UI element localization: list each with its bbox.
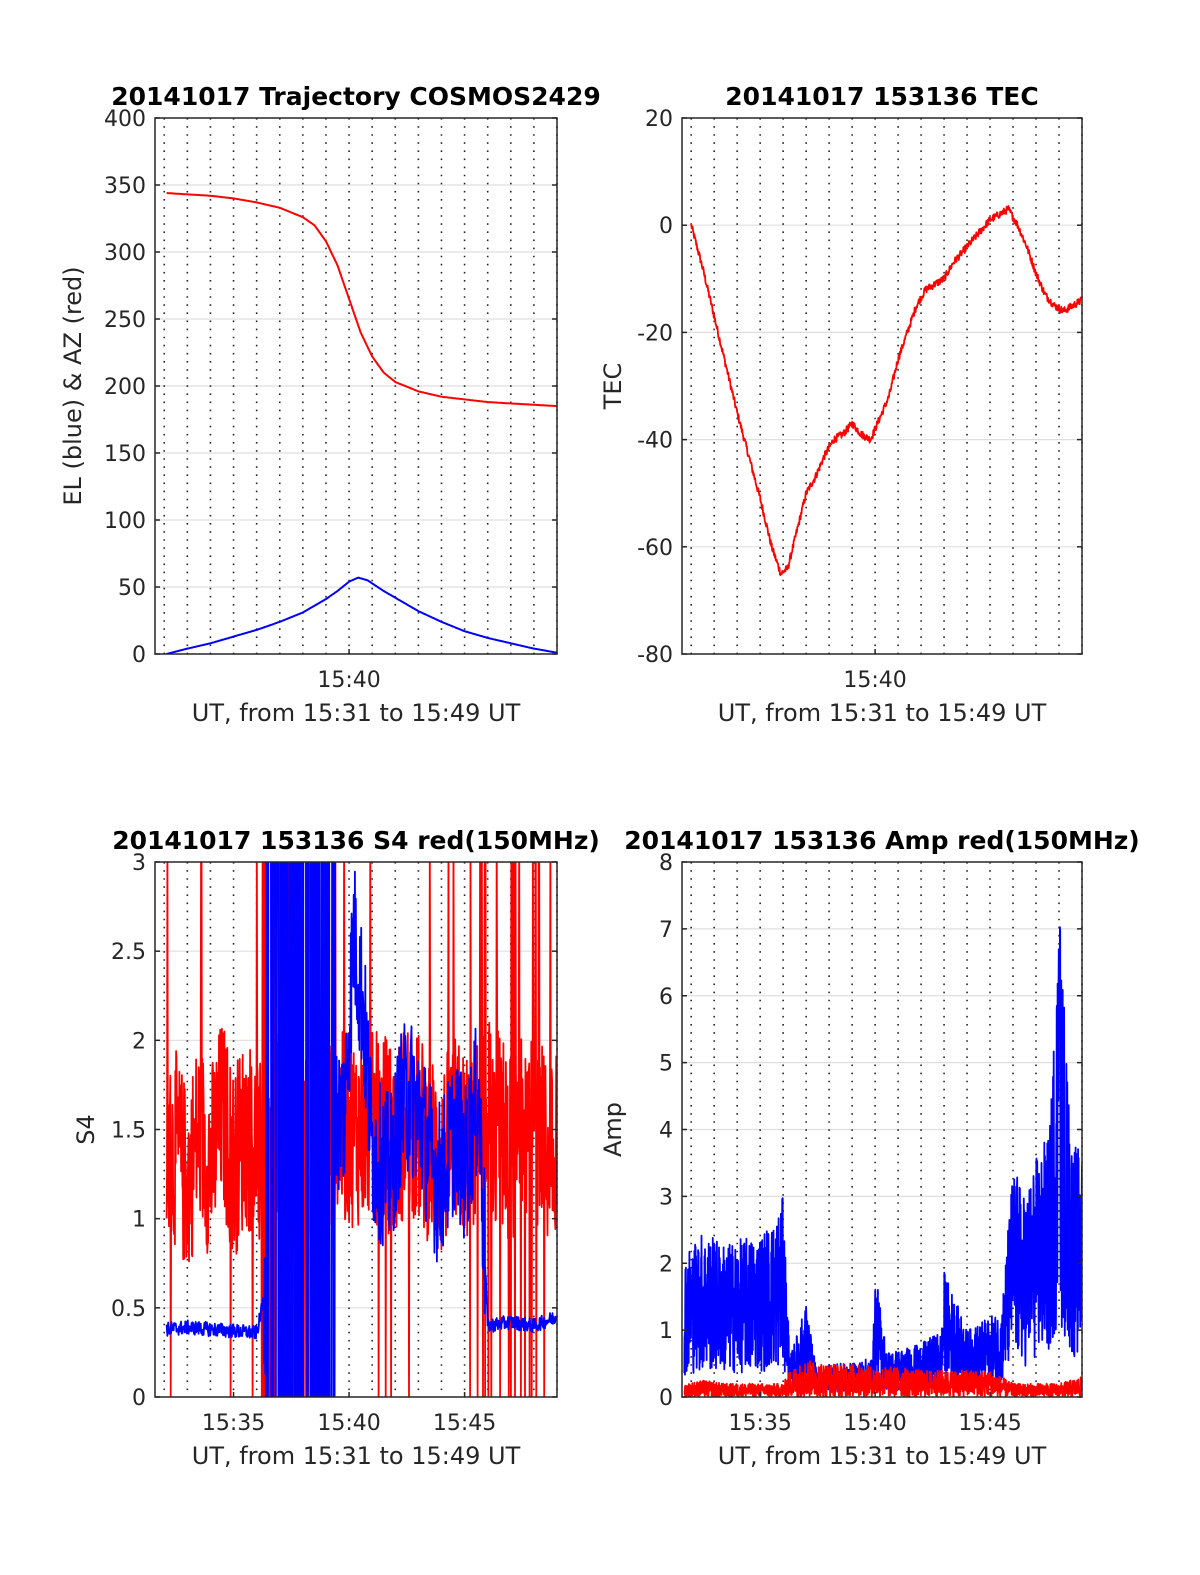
y-tick-label: 20 bbox=[645, 107, 673, 132]
y-tick-label: 0 bbox=[659, 214, 673, 239]
x-axis-label: UT, from 15:31 to 15:49 UT bbox=[718, 699, 1047, 727]
y-tick-label: 3 bbox=[659, 1185, 673, 1210]
y-tick-label: 4 bbox=[659, 1119, 673, 1144]
x-axis-label: UT, from 15:31 to 15:49 UT bbox=[718, 1442, 1047, 1470]
axes-tec: -80 -60 -40 -20 0 20 15:40 20141017 153136 TEC U… bbox=[599, 82, 1083, 727]
series-group bbox=[690, 205, 1082, 576]
y-tick-label: 1 bbox=[659, 1319, 673, 1344]
series-red-line bbox=[683, 1360, 1082, 1397]
series-group bbox=[683, 926, 1082, 1397]
axes-trajectory: 0 50 100 150 200 250 300 350 400 15:40 20141017 Tr… bbox=[59, 82, 601, 727]
x-tick-label: 15:40 bbox=[317, 668, 380, 693]
series-blue-line bbox=[165, 862, 557, 1397]
y-tick-label: -60 bbox=[637, 536, 673, 561]
x-tick-label: 15:35 bbox=[202, 1411, 265, 1436]
series-red-line bbox=[690, 205, 1082, 576]
y-tick-label: 0 bbox=[659, 1386, 673, 1411]
series-group bbox=[166, 192, 557, 654]
y-tick-label: -20 bbox=[637, 321, 673, 346]
y-tick-label: 250 bbox=[104, 308, 146, 333]
y-tick-label: 6 bbox=[659, 985, 673, 1010]
axes-amp: 0 1 2 3 4 5 6 7 8 15:35 15:40 15:45 20141017 153136 … bbox=[599, 826, 1140, 1470]
y-axis-label: S4 bbox=[72, 1114, 100, 1145]
series-blue-line bbox=[166, 576, 557, 654]
y-tick-label: 1 bbox=[132, 1208, 146, 1233]
y-tick-label: 350 bbox=[104, 174, 146, 199]
y-tick-label: 300 bbox=[104, 241, 146, 266]
y-tick-label: 3 bbox=[132, 851, 146, 876]
chart-title: 20141017 153136 Amp red(150MHz) bbox=[624, 826, 1140, 855]
x-tick-label: 15:40 bbox=[317, 1411, 380, 1436]
chart-title: 20141017 153136 TEC bbox=[725, 82, 1038, 111]
y-axis-label: TEC bbox=[599, 363, 627, 411]
y-tick-label: 5 bbox=[659, 1052, 673, 1077]
chart-title: 20141017 Trajectory COSMOS2429 bbox=[111, 82, 601, 111]
y-tick-label: 100 bbox=[104, 509, 146, 534]
series-red-line bbox=[165, 862, 557, 1397]
y-tick-label: 2.5 bbox=[111, 940, 146, 965]
x-tick-label: 15:40 bbox=[843, 668, 906, 693]
x-tick-label: 15:45 bbox=[433, 1411, 496, 1436]
series-blue-line bbox=[683, 926, 1082, 1395]
y-tick-label: 150 bbox=[104, 442, 146, 467]
y-tick-label: 400 bbox=[104, 107, 146, 132]
axes-box bbox=[681, 117, 1083, 655]
y-tick-label: 0 bbox=[132, 1386, 146, 1411]
y-tick-label: 200 bbox=[104, 375, 146, 400]
y-tick-label: 50 bbox=[118, 576, 146, 601]
x-axis-label: UT, from 15:31 to 15:49 UT bbox=[192, 1442, 521, 1470]
y-tick-label: 2 bbox=[132, 1029, 146, 1054]
x-tick-label: 15:35 bbox=[728, 1411, 791, 1436]
chart-title: 20141017 153136 S4 red(150MHz) bbox=[112, 826, 600, 855]
y-tick-label: 0.5 bbox=[111, 1297, 146, 1322]
y-tick-label: 0 bbox=[132, 643, 146, 668]
y-tick-label: -40 bbox=[637, 429, 673, 454]
y-tick-label: 2 bbox=[659, 1252, 673, 1277]
axes-s4: 0 0.5 1 1.5 2 2.5 3 15:35 15:40 15:45 20141017 153… bbox=[72, 826, 600, 1470]
x-axis-label: UT, from 15:31 to 15:49 UT bbox=[192, 699, 521, 727]
y-axis-label: Amp bbox=[599, 1102, 627, 1157]
y-tick-label: -80 bbox=[637, 643, 673, 668]
y-tick-label: 1.5 bbox=[111, 1119, 146, 1144]
x-tick-label: 15:45 bbox=[958, 1411, 1021, 1436]
series-group bbox=[165, 862, 557, 1397]
x-tick-label: 15:40 bbox=[843, 1411, 906, 1436]
y-axis-label: EL (blue) & AZ (red) bbox=[59, 266, 87, 505]
series-red-line bbox=[166, 192, 557, 408]
y-tick-label: 7 bbox=[659, 918, 673, 943]
y-tick-label: 8 bbox=[659, 851, 673, 876]
